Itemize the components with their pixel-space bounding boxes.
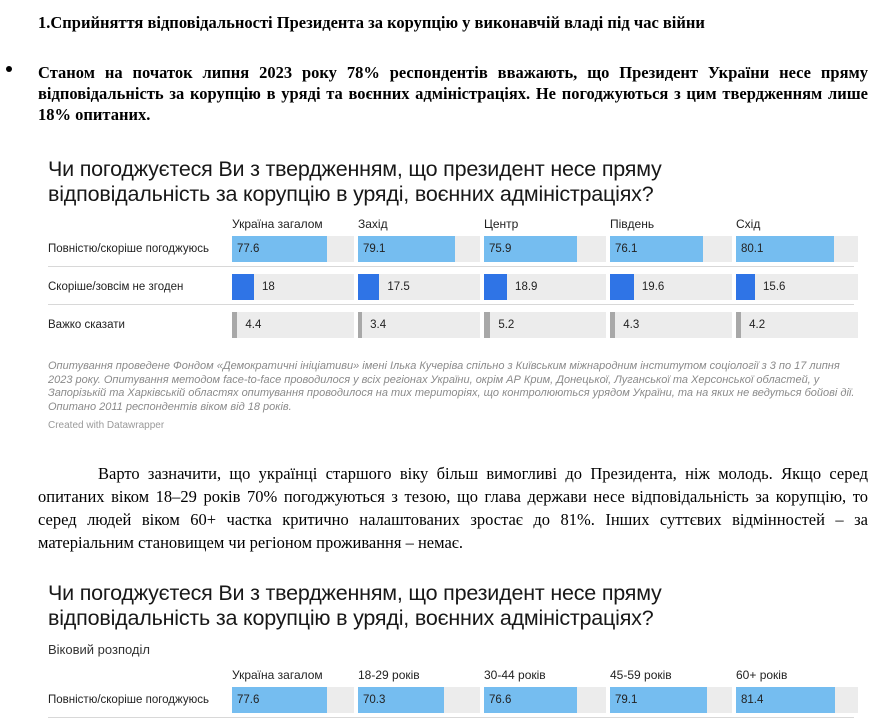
chart1-bar bbox=[610, 312, 616, 338]
chart1-row-separator bbox=[48, 266, 854, 267]
chart1-bar bbox=[736, 274, 756, 300]
chart1-data-label: 15.6 bbox=[763, 281, 786, 293]
chart2-data-label: 76.6 bbox=[489, 694, 512, 706]
chart2-bar bbox=[358, 687, 444, 713]
chart2-data-label: 79.1 bbox=[615, 694, 638, 706]
chart1-bar bbox=[232, 274, 254, 300]
chart1-data-label: 4.2 bbox=[749, 319, 766, 331]
chart1-data-label: 77.6 bbox=[237, 243, 260, 255]
chart2-bar bbox=[736, 687, 836, 713]
chart1-data-label: 80.1 bbox=[741, 243, 764, 255]
chart1-cell-background bbox=[736, 312, 858, 338]
chart1-cell-background bbox=[610, 312, 732, 338]
chart1-column-header: Захід bbox=[358, 217, 388, 231]
chart1-bar bbox=[358, 236, 455, 262]
chart1-bar bbox=[358, 274, 380, 300]
chart1-row-separator bbox=[48, 304, 854, 305]
section-heading: 1.Сприйняття відповідальності Президента… bbox=[38, 13, 705, 32]
chart1-title-line1: Чи погоджуєтеся Ви з твердженням, що пре… bbox=[48, 157, 662, 181]
chart2-bar bbox=[484, 687, 578, 713]
chart1-column-header: Південь bbox=[610, 217, 655, 231]
chart1-data-label: 79.1 bbox=[363, 243, 386, 255]
chart1-cell-background bbox=[484, 312, 606, 338]
chart2-title-line2: відповідальність за корупцію в уряді, во… bbox=[48, 606, 654, 630]
chart1-data-label: 5.2 bbox=[498, 319, 515, 331]
chart2-data-label: 70.3 bbox=[363, 694, 386, 706]
chart1-data-label: 4.3 bbox=[623, 319, 640, 331]
chart1-bar bbox=[736, 236, 834, 262]
chart2-column-header: 18-29 років bbox=[358, 668, 420, 682]
chart2-column-header: 30-44 років bbox=[484, 668, 546, 682]
chart2-bar bbox=[610, 687, 707, 713]
chart2-bar bbox=[232, 687, 327, 713]
chart1-bar bbox=[232, 236, 327, 262]
chart1-row-label: Скоріше/зовсім не згоден bbox=[48, 281, 184, 293]
chart2-row-separator bbox=[48, 717, 854, 718]
chart1-title-line2: відповідальність за корупцію в уряді, во… bbox=[48, 182, 654, 206]
chart1-bar bbox=[232, 312, 238, 338]
chart2-subtitle: Віковий розподіл bbox=[48, 642, 150, 657]
chart1-cell-background bbox=[736, 274, 858, 300]
chart1-data-label: 18.9 bbox=[515, 281, 538, 293]
chart1-data-label: 17.5 bbox=[387, 281, 410, 293]
chart1-credit[interactable]: Created with Datawrapper bbox=[48, 420, 165, 431]
chart1-bar bbox=[610, 236, 703, 262]
chart1-data-label: 18 bbox=[261, 281, 275, 293]
chart1-column-header: Схід bbox=[736, 217, 761, 231]
chart2-column-header: Україна загалом bbox=[232, 668, 323, 682]
chart1-cell-background bbox=[232, 312, 354, 338]
chart1-row-label: Важко сказати bbox=[48, 319, 125, 331]
chart2-row-label: Повністю/скоріше погоджуюсь bbox=[48, 694, 209, 706]
chart2-column-header: 45-59 років bbox=[610, 668, 672, 682]
chart2-data-label: 77.6 bbox=[237, 694, 260, 706]
chart2-title-line1: Чи погоджуєтеся Ви з твердженням, що пре… bbox=[48, 581, 662, 605]
chart1-bar bbox=[484, 274, 508, 300]
chart1-bar bbox=[484, 236, 577, 262]
chart1-bar bbox=[736, 312, 742, 338]
chart1-source-note: Опитування проведене Фондом «Демократичн… bbox=[48, 360, 855, 413]
bullet-dot-icon bbox=[6, 66, 12, 72]
chart1-data-label: 75.9 bbox=[489, 243, 512, 255]
chart1-data-label: 4.4 bbox=[245, 319, 262, 331]
chart2-data-label: 81.4 bbox=[741, 694, 764, 706]
chart1-data-label: 19.6 bbox=[641, 281, 665, 293]
chart1-cell-background bbox=[358, 312, 480, 338]
chart1-data-label: 76.1 bbox=[615, 243, 638, 255]
chart1-bar bbox=[610, 274, 634, 300]
chart1-row-label: Повністю/скоріше погоджуюсь bbox=[48, 243, 209, 255]
chart1-column-header: Центр bbox=[484, 217, 519, 231]
bullet-paragraph: Станом на початок липня 2023 року 78% ре… bbox=[38, 63, 868, 124]
chart1-data-label: 3.4 bbox=[370, 319, 387, 331]
chart1-bar bbox=[484, 312, 491, 338]
chart1-column-header: Україна загалом bbox=[232, 217, 323, 231]
chart2-column-header: 60+ років bbox=[736, 668, 788, 682]
chart1-bar bbox=[358, 312, 363, 338]
body-paragraph: Варто зазначити, що українці старшого ві… bbox=[38, 464, 868, 552]
